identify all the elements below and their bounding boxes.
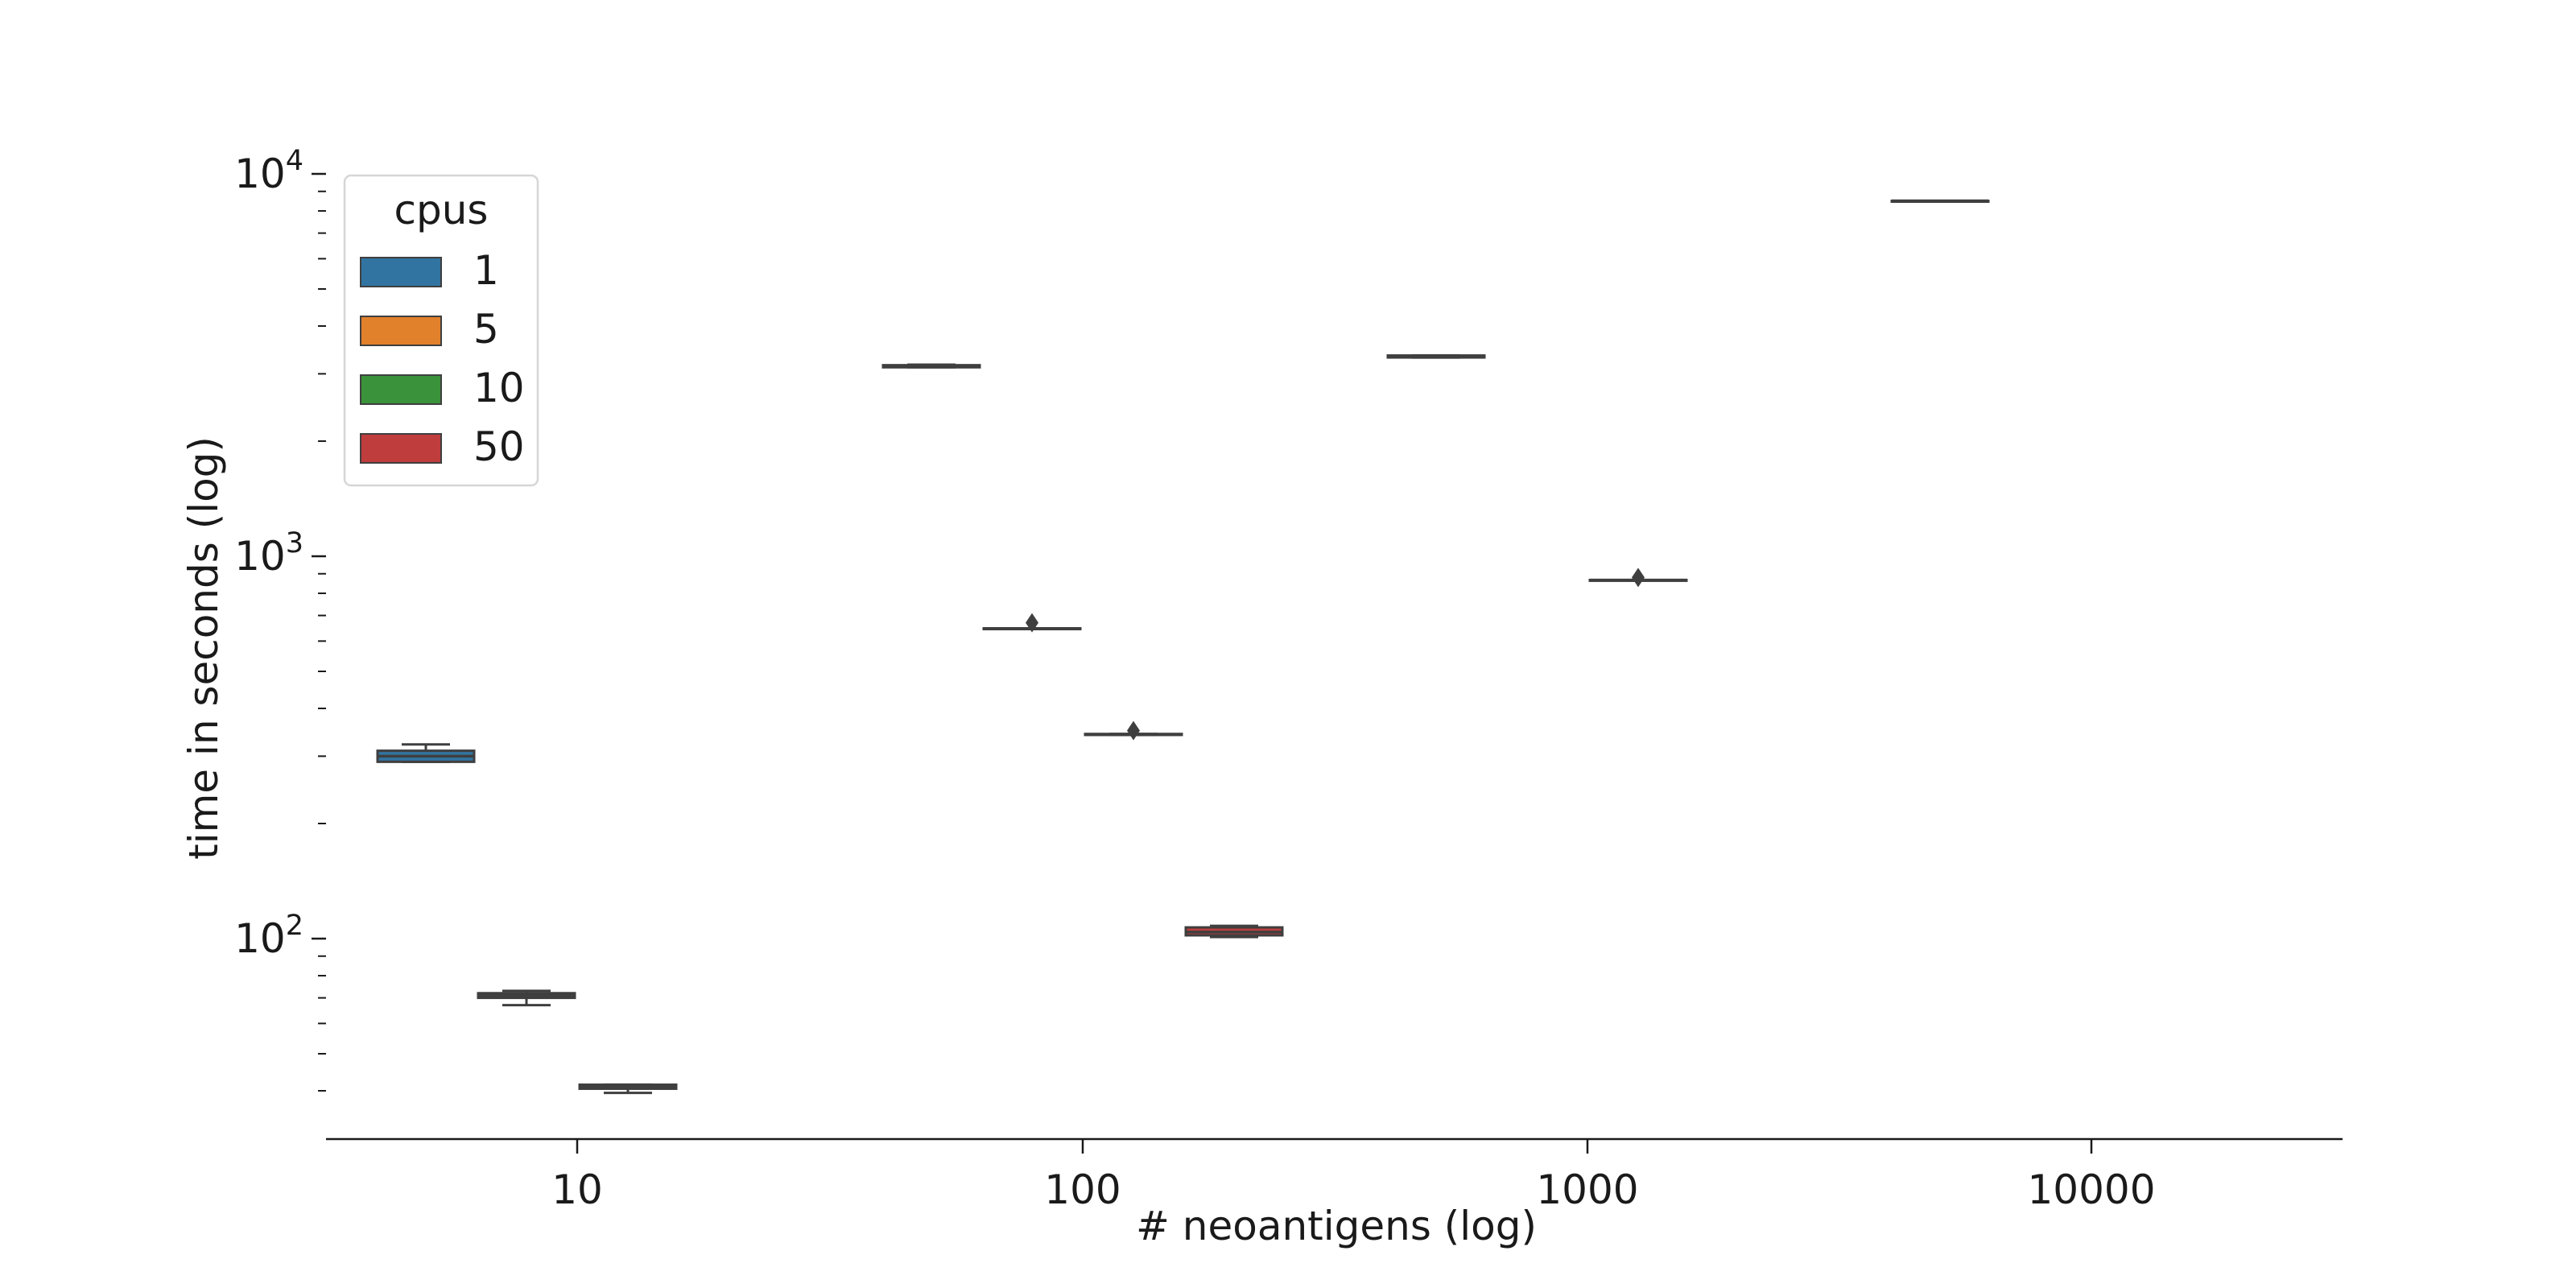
- box-1-10000: [1890, 199, 1990, 204]
- y-axis-label: time in seconds (log): [180, 436, 227, 860]
- box-5-10: [477, 989, 576, 1007]
- x-tick-label: 100: [1044, 1166, 1121, 1213]
- legend-title: cpus: [394, 187, 489, 233]
- x-axis: 10 100 1000 10000: [326, 1137, 2343, 1213]
- x-tick-label: 10000: [2027, 1166, 2155, 1213]
- outlier-point: [1127, 720, 1140, 741]
- legend-swatch: [360, 374, 442, 405]
- legend-label: 50: [473, 423, 525, 470]
- outlier-point: [1632, 568, 1645, 588]
- legend: cpus 1 5 10 50: [343, 174, 539, 487]
- box-10-1000: [1588, 568, 1688, 588]
- box-1-10: [376, 743, 476, 763]
- legend-label: 10: [473, 365, 525, 411]
- legend-label: 1: [473, 247, 499, 294]
- legend-swatch: [360, 257, 442, 287]
- outlier-point: [1026, 613, 1038, 633]
- y-axis: 102 103 104: [234, 145, 326, 1092]
- legend-swatch: [360, 433, 442, 464]
- x-tick-label: 1000: [1536, 1166, 1638, 1213]
- y-tick-label: 102: [234, 910, 303, 962]
- box-1-100: [881, 363, 981, 369]
- box-5-100: [982, 613, 1082, 633]
- y-tick-label: 104: [234, 145, 303, 197]
- legend-swatch: [360, 316, 442, 346]
- box-10-10: [578, 1083, 678, 1095]
- box-10-100: [1084, 720, 1183, 741]
- x-tick-label: 10: [551, 1166, 603, 1213]
- legend-label: 5: [473, 306, 499, 353]
- y-tick-label: 103: [234, 527, 303, 580]
- plot-area: [376, 199, 1990, 1095]
- box-1-1000: [1386, 354, 1486, 359]
- box-50-100: [1184, 924, 1284, 939]
- x-axis-label: # neoantigens (log): [1136, 1203, 1537, 1249]
